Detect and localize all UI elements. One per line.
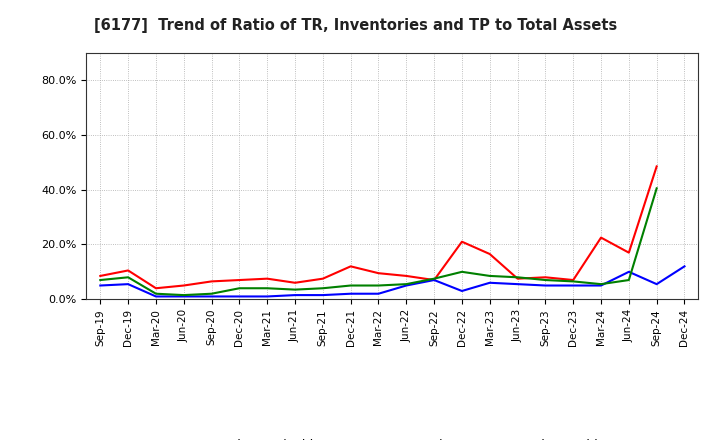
Trade Payables xyxy=(346,283,355,288)
Trade Payables xyxy=(430,276,438,281)
Trade Receivables xyxy=(652,164,661,169)
Inventories xyxy=(485,280,494,286)
Trade Receivables xyxy=(541,275,550,280)
Trade Receivables xyxy=(374,271,383,276)
Trade Receivables xyxy=(624,250,633,255)
Trade Receivables xyxy=(96,273,104,279)
Trade Receivables xyxy=(485,251,494,257)
Inventories xyxy=(513,282,522,287)
Inventories xyxy=(179,294,188,299)
Trade Receivables xyxy=(346,264,355,269)
Trade Payables xyxy=(263,286,271,291)
Trade Receivables xyxy=(235,277,243,282)
Inventories xyxy=(624,269,633,275)
Trade Payables xyxy=(513,275,522,280)
Line: Inventories: Inventories xyxy=(100,266,685,297)
Inventories xyxy=(318,293,327,298)
Inventories xyxy=(458,288,467,293)
Trade Payables xyxy=(207,291,216,297)
Trade Payables xyxy=(318,286,327,291)
Trade Receivables xyxy=(458,239,467,244)
Trade Payables xyxy=(374,283,383,288)
Inventories xyxy=(207,294,216,299)
Inventories xyxy=(124,282,132,287)
Line: Trade Receivables: Trade Receivables xyxy=(100,166,657,288)
Inventories xyxy=(541,283,550,288)
Trade Payables xyxy=(124,275,132,280)
Inventories xyxy=(291,293,300,298)
Trade Receivables xyxy=(179,283,188,288)
Trade Payables xyxy=(597,282,606,287)
Inventories xyxy=(569,283,577,288)
Trade Payables xyxy=(179,293,188,298)
Trade Payables xyxy=(569,279,577,284)
Trade Receivables xyxy=(318,276,327,281)
Trade Payables xyxy=(541,277,550,282)
Trade Payables xyxy=(652,186,661,191)
Trade Receivables xyxy=(124,268,132,273)
Trade Payables xyxy=(402,282,410,287)
Trade Receivables xyxy=(152,286,161,291)
Trade Receivables xyxy=(207,279,216,284)
Inventories xyxy=(402,283,410,288)
Trade Payables xyxy=(235,286,243,291)
Trade Receivables xyxy=(513,276,522,281)
Trade Receivables xyxy=(291,280,300,286)
Trade Payables xyxy=(485,273,494,279)
Trade Receivables xyxy=(569,277,577,282)
Text: [6177]  Trend of Ratio of TR, Inventories and TP to Total Assets: [6177] Trend of Ratio of TR, Inventories… xyxy=(94,18,617,33)
Trade Payables xyxy=(458,269,467,275)
Trade Payables xyxy=(624,277,633,282)
Inventories xyxy=(430,277,438,282)
Inventories xyxy=(680,264,689,269)
Trade Payables xyxy=(291,287,300,292)
Inventories xyxy=(597,283,606,288)
Inventories xyxy=(152,294,161,299)
Legend: Trade Receivables, Inventories, Trade Payables: Trade Receivables, Inventories, Trade Pa… xyxy=(168,433,617,440)
Trade Payables xyxy=(152,291,161,297)
Line: Trade Payables: Trade Payables xyxy=(100,188,657,295)
Inventories xyxy=(374,291,383,297)
Inventories xyxy=(96,283,104,288)
Trade Receivables xyxy=(430,277,438,282)
Inventories xyxy=(263,294,271,299)
Trade Receivables xyxy=(597,235,606,240)
Inventories xyxy=(346,291,355,297)
Inventories xyxy=(652,282,661,287)
Trade Payables xyxy=(96,277,104,282)
Trade Receivables xyxy=(402,273,410,279)
Trade Receivables xyxy=(263,276,271,281)
Inventories xyxy=(235,294,243,299)
